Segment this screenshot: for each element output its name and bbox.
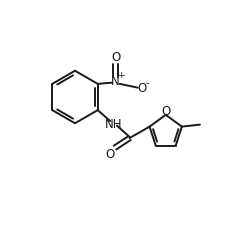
Text: -: - [146, 78, 150, 88]
Text: +: + [118, 71, 125, 80]
Text: N: N [111, 75, 120, 88]
Text: O: O [106, 148, 115, 161]
Text: O: O [137, 82, 146, 95]
Text: O: O [111, 51, 120, 64]
Text: O: O [161, 105, 170, 118]
Text: NH: NH [105, 118, 122, 131]
